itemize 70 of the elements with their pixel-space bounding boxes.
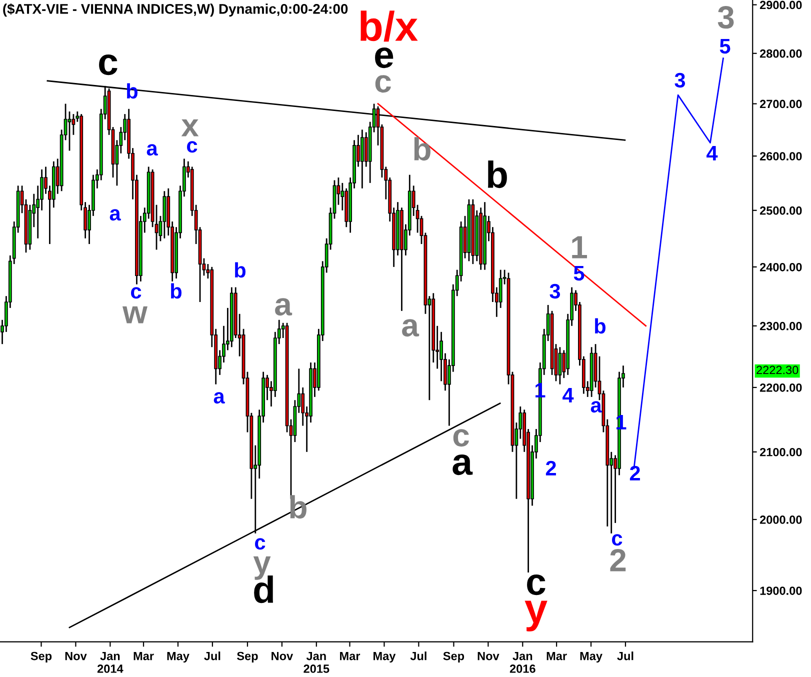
annotation: 2 [546,460,556,476]
x-tick-label: May [374,652,396,663]
x-tick-label: Mar [340,652,360,660]
annotation: c [453,429,469,447]
annotation: a [275,298,292,316]
annotation: c [375,75,391,93]
candlestick [558,346,562,386]
y-tick-label: 2100.00 [760,448,802,456]
annotation: 1 [572,236,587,258]
annotation: 4 [706,146,718,160]
x-tick-label: May [580,652,602,663]
annotation: a [402,319,420,337]
annotation: c [255,538,266,550]
annotation: 2 [630,466,640,480]
x-tick-label: Sep [443,652,464,663]
annotation: w [122,306,148,324]
annotation: b [488,160,507,188]
text: 2222.30 [756,366,798,374]
annotation: a [452,454,473,476]
x-tick-label: Sep [30,652,52,663]
x-tick-label: Nov [65,652,87,660]
y-tick-label: 2900.00 [760,0,802,10]
x-tick-label: Mar [546,652,567,660]
x-tick-label: Jul [617,652,634,660]
x-tick-label: Mar [134,652,154,660]
annotation: c [99,54,118,76]
annotation: b [414,137,430,161]
y-tick-label: 2800.00 [760,49,802,58]
y-tick-label: 2200.00 [760,383,802,392]
x-tick-label: Nov [478,652,500,660]
y-tick-label: 2400.00 [760,262,802,272]
x-tick-label: Jul [204,652,220,660]
annotation: a [110,209,121,221]
x-tick-label: Jan 2014 [97,652,124,673]
annotation: 2 [610,548,626,572]
annotation: y [524,600,548,632]
x-tick-label: May [167,652,190,663]
annotation: x [181,119,199,136]
annotation: 5 [720,39,730,54]
annotation: c [131,287,142,299]
x-tick-label: Jan 2016 [510,652,536,673]
y-tick-label: 2000.00 [760,516,802,524]
candlestick [68,110,72,152]
annotation: e [375,48,394,68]
y-tick-label: 1900.00 [760,586,802,595]
annotation: 4 [562,388,574,402]
y-tick-label: 2500.00 [760,206,802,215]
annotation: b [171,283,182,299]
annotation: c [187,141,198,153]
x-tick-label: Jul [410,652,426,660]
y-tick-label: 2700.00 [760,100,802,108]
annotation: b [595,318,606,334]
annotation: a [590,401,602,413]
annotation: 3 [550,284,560,299]
annotation: c [527,574,546,596]
annotation: a [214,392,225,404]
candlestick [360,128,364,190]
y-tick-label: 2600.00 [760,152,802,160]
annotation: b [235,262,246,278]
y-tick-label: 2300.00 [760,322,802,330]
annotation: 3 [674,72,686,88]
annotation: b/x [360,10,418,42]
annotation: 3 [718,6,734,29]
x-tick-label: Jan 2015 [304,652,330,673]
annotation: a [146,144,158,156]
x-tick-label: Nov [272,652,294,660]
chart-title: ($ATX-VIE - VIENNA INDICES,W) Dynamic,0:00-24:00 [3,3,348,17]
x-tick-label: Sep [236,652,258,663]
candlestick [72,113,76,136]
annotation: c [612,534,622,546]
